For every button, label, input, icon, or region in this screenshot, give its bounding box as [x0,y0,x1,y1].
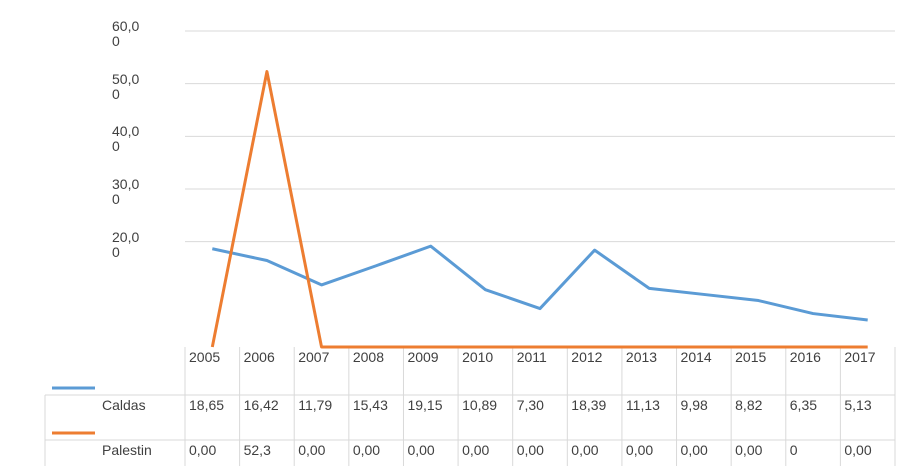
x-tick-label: 2010 [462,349,494,365]
data-table-value: 0,00 [625,442,654,458]
series-line [211,244,868,322]
data-table-value: 10,89 [462,397,498,413]
data-table-value: 52,3 [243,442,271,458]
x-tick-label: 2013 [625,349,658,365]
x-tick-label: 2005 [189,349,221,365]
data-table-value: 18,39 [571,397,607,413]
y-tick-label: 40,00 [112,123,140,155]
data-table-value: 11,79 [298,397,333,413]
data-table-value: 9,98 [680,397,708,413]
y-tick-label: 50,00 [112,70,140,102]
data-table-value: 0,00 [407,442,435,458]
legend-label: Caldas [102,397,146,413]
data-table-value: 0,00 [189,442,217,458]
data-table-value: 0 [789,442,798,458]
x-tick-label: 2017 [844,349,876,365]
x-tick-label: 2014 [680,349,712,365]
data-table-value: 0,00 [735,442,763,458]
data-table-value: 0,00 [298,442,326,458]
data-table-value: 6,35 [789,397,818,413]
y-tick-label: 20,00 [112,228,140,260]
y-tick-label: 30,00 [112,176,140,207]
data-table-value: 0,00 [571,442,599,458]
data-table-value: 0,00 [516,442,544,458]
data-table-value: 16,42 [243,397,279,413]
data-table-value: 0,00 [462,442,490,458]
x-tick-label: 2007 [298,349,330,365]
data-table-value: 5,13 [844,397,872,413]
data-table-value: 8,82 [735,397,763,413]
data-table-value: 19,15 [407,397,443,413]
data-table-value: 0,00 [352,442,381,458]
data-table-value: 11,13 [625,397,660,413]
legend-label: Palestin [102,442,152,458]
x-tick-label: 2011 [516,349,547,365]
x-tick-label: 2012 [571,349,603,365]
data-table-value: 7,30 [516,397,544,413]
x-tick-label: 2009 [407,349,439,365]
data-table-value: 0,00 [680,442,708,458]
x-tick-label: 2006 [243,349,275,365]
data-table-value: 18,65 [189,397,225,413]
data-table-value: 0,00 [844,442,872,458]
data-table-value: 15,43 [352,397,388,413]
x-tick-label: 2008 [352,349,384,365]
x-tick-label: 2015 [735,349,767,365]
y-tick-label: 60,00 [112,18,140,49]
x-tick-label: 2016 [789,349,821,365]
series-line [210,70,868,349]
